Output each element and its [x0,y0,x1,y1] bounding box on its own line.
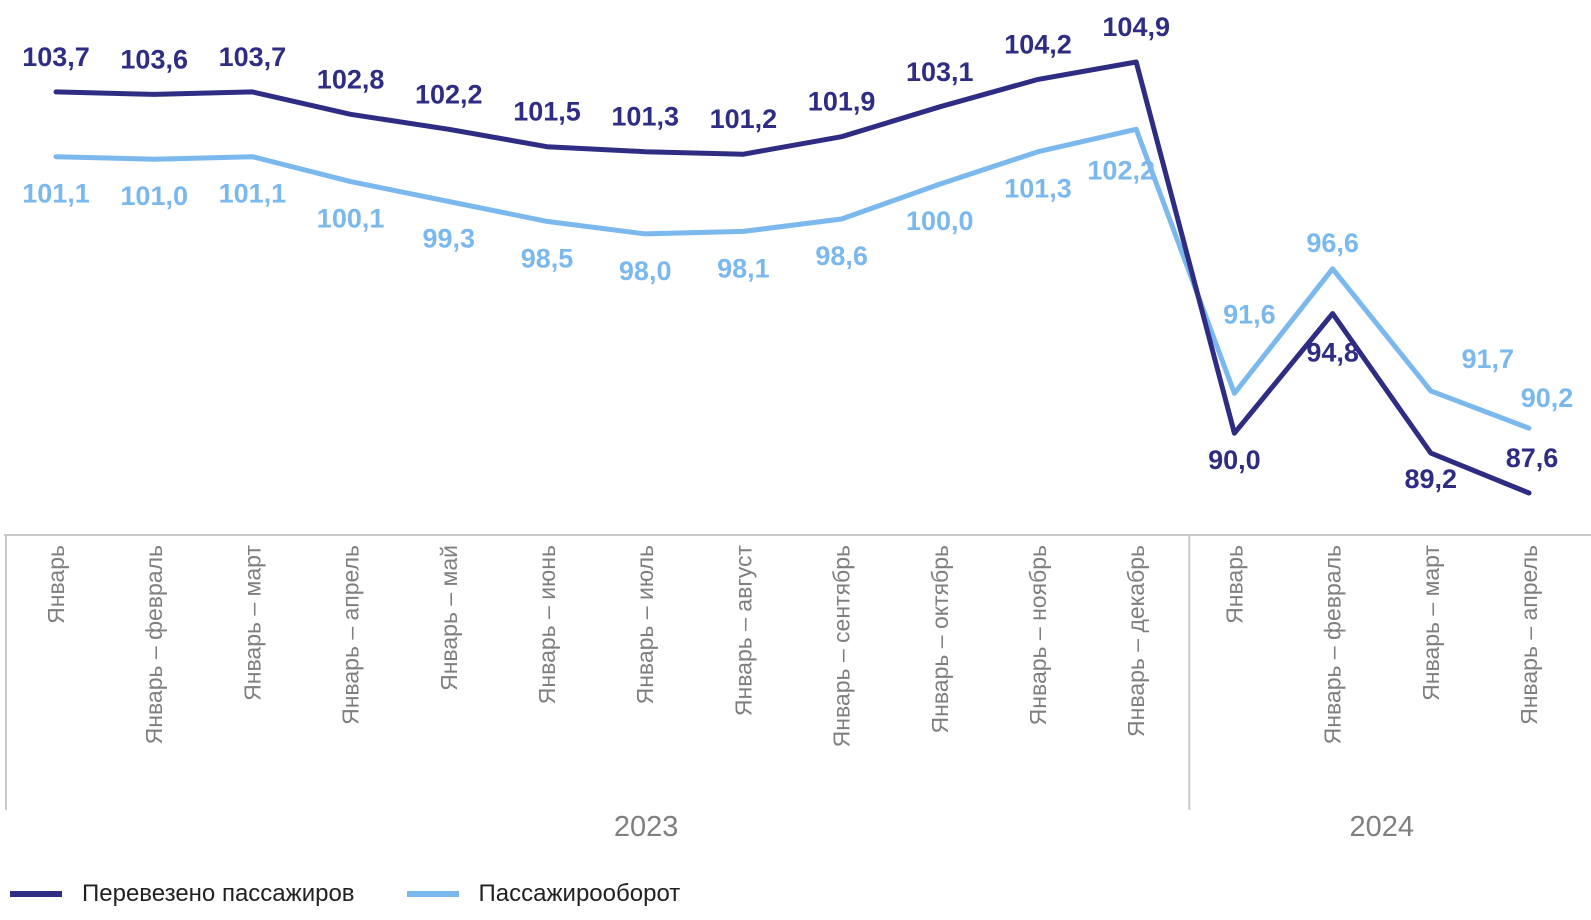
data-label: 94,8 [1306,338,1359,368]
data-label: 102,2 [1087,155,1155,185]
data-label: 98,5 [521,243,574,273]
data-label: 103,7 [219,42,287,72]
group-label-2023: 2023 [614,811,679,843]
legend: Перевезено пассажиров Пассажирооборот [10,876,680,912]
legend-swatch-series-0 [10,891,62,897]
data-label: 87,6 [1506,443,1559,473]
x-tick-label: Январь – июнь [534,545,560,704]
data-label: 90,2 [1521,383,1574,413]
data-label: 103,7 [22,42,90,72]
data-label: 98,1 [717,253,770,283]
legend-label-series-0: Перевезено пассажиров [82,880,355,907]
series-line-0 [53,59,1532,496]
x-tick-label: Январь – февраль [1320,545,1346,744]
data-label: 101,1 [22,179,90,209]
x-tick-label: Январь – ноябрь [1025,545,1051,725]
x-tick-label: Январь – октябрь [927,545,953,733]
data-label: 101,5 [513,97,581,127]
x-tick-label: Январь – март [239,545,265,701]
data-label: 100,1 [317,204,385,234]
x-tick-label: Январь – февраль [141,545,167,744]
x-tick-label: Январь – апрель [1516,545,1542,725]
data-label: 101,2 [710,104,778,134]
data-label: 104,9 [1102,12,1170,42]
data-label: 101,0 [120,181,188,211]
data-label: 101,3 [611,102,679,132]
data-label: 102,8 [317,64,385,94]
data-label: 101,3 [1004,174,1072,204]
data-label: 98,6 [815,241,868,271]
x-tick-label: Январь [1221,545,1247,624]
data-label: 90,0 [1208,445,1261,475]
data-label: 98,0 [619,256,672,286]
data-label: 104,2 [1004,29,1072,59]
data-label: 91,6 [1223,299,1276,329]
x-tick-label: Январь – август [730,545,756,717]
group-label-2024: 2024 [1349,811,1414,843]
data-label: 91,7 [1462,344,1515,374]
x-tick-label: Январь – май [436,545,462,691]
x-tick-label: Январь – март [1418,545,1444,701]
x-tick-label: Январь [43,545,69,624]
data-label: 101,9 [808,87,876,117]
data-label: 99,3 [423,224,476,254]
x-tick-label: Январь – июль [632,545,658,704]
data-label: 89,2 [1405,464,1458,494]
legend-swatch-series-1 [406,891,459,897]
series-line-1 [53,126,1532,431]
x-tick-label: Январь – декабрь [1123,545,1149,737]
data-label: 102,2 [415,79,483,109]
legend-item-series-1: Пассажирооборот [406,880,681,908]
data-label: 96,6 [1306,228,1359,258]
legend-label-series-1: Пассажирооборот [478,880,681,907]
data-label: 103,1 [906,57,974,87]
data-label: 103,6 [120,44,188,74]
data-label: 101,1 [219,179,287,209]
legend-item-series-0: Перевезено пассажиров [10,880,355,908]
x-tick-label: Январь – апрель [338,545,364,725]
data-label: 100,0 [906,206,974,236]
line-chart: 2023 2024 Январь Январь – февраль Январь – м… [4,12,1591,843]
x-tick-label: Январь – сентябрь [829,545,855,747]
